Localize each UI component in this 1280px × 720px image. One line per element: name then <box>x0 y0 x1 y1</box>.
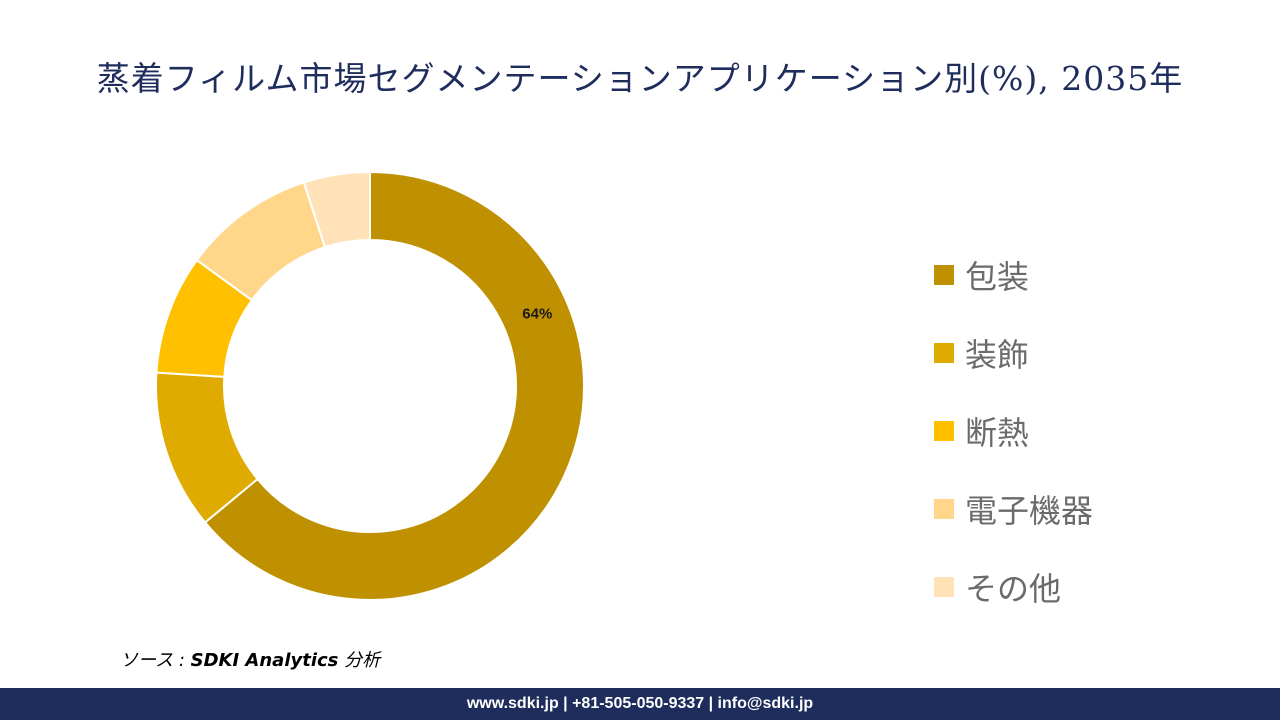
legend-swatch-4 <box>934 499 954 519</box>
donut-chart-svg: 64% <box>155 170 585 601</box>
legend-swatch-1 <box>934 265 954 285</box>
source-name: SDKI Analytics <box>190 650 339 671</box>
legend-swatch-5 <box>934 577 954 597</box>
legend-label-1: 包装 <box>965 258 1030 296</box>
donut-chart: 64% <box>130 150 610 630</box>
footer-contact: www.sdki.jp | +81-505-050-9337 | info@sd… <box>466 695 814 712</box>
legend-item-5: その他 <box>934 548 1093 626</box>
donut-slice-5 <box>302 170 371 249</box>
legend-label-5: その他 <box>965 570 1062 608</box>
source-suffix: 分析 <box>338 650 381 671</box>
legend-label-2: 装飾 <box>965 336 1030 374</box>
chart-title: 蒸着フィルム市場セグメンテーションアプリケーション別(%), 2035年 <box>96 59 1184 98</box>
legend-swatch-2 <box>934 343 954 363</box>
legend-item-4: 電子機器 <box>934 470 1093 548</box>
legend-item-2: 装飾 <box>934 314 1093 392</box>
data-label-1: 64% <box>522 305 552 322</box>
footer-bar: www.sdki.jp | +81-505-050-9337 | info@sd… <box>0 688 1280 720</box>
legend-item-1: 包装 <box>934 236 1093 314</box>
legend-item-3: 断熱 <box>934 392 1093 470</box>
source-prefix: ソース : <box>120 650 191 671</box>
source-note: ソース : SDKI Analytics 分析 <box>120 646 380 672</box>
legend-label-4: 電子機器 <box>965 492 1094 530</box>
legend-label-3: 断熱 <box>965 414 1030 452</box>
donut-slice-1 <box>203 170 585 601</box>
chart-legend: 包装装飾断熱電子機器その他 <box>934 236 1093 626</box>
legend-swatch-3 <box>934 421 954 441</box>
